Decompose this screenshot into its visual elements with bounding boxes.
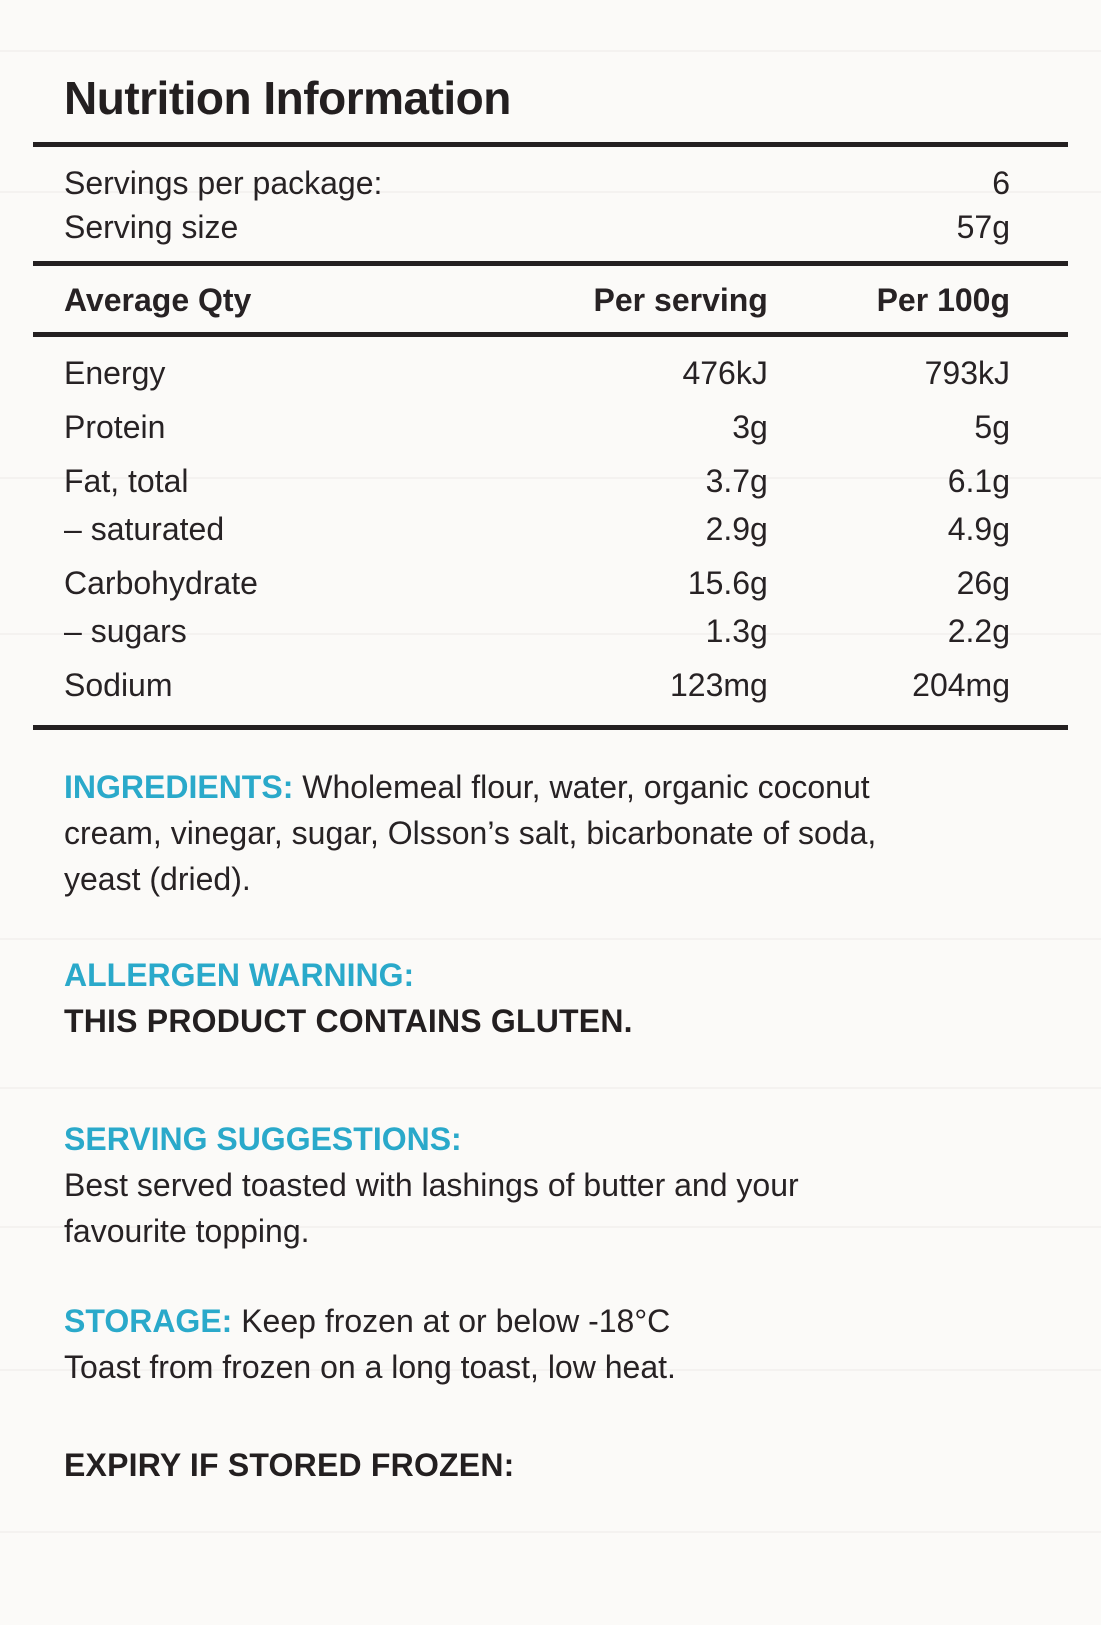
texture-line bbox=[0, 633, 1101, 635]
col-header-average-qty: Average Qty bbox=[64, 281, 252, 318]
per-serving-value: 1.3g bbox=[705, 612, 768, 649]
expiry-heading: EXPIRY IF STORED FROZEN: bbox=[64, 1446, 515, 1483]
nutrient-name: Fat, total bbox=[64, 462, 189, 499]
ingredients-text: Wholemeal flour, water, organic coconut … bbox=[64, 768, 877, 897]
nutrition-table-body: Energy 476kJ 793kJ Protein 3g 5g Fat, to… bbox=[33, 337, 1068, 725]
storage-text: Keep frozen at or below -18°C bbox=[241, 1302, 671, 1339]
serving-size-label: Serving size bbox=[64, 208, 239, 245]
divider bbox=[33, 141, 1068, 147]
servings-per-package-value: 6 bbox=[992, 164, 1010, 201]
per-serving-value: 3.7g bbox=[705, 462, 768, 499]
per-100g-value: 793kJ bbox=[924, 354, 1010, 391]
nutrient-name: – sugars bbox=[64, 612, 187, 649]
allergen-heading: ALLERGEN WARNING: bbox=[64, 956, 415, 993]
ingredients-section: INGREDIENTS: Wholemeal flour, water, org… bbox=[64, 764, 909, 902]
per-serving-value: 2.9g bbox=[705, 510, 768, 547]
nutrient-row-sugars: – sugars 1.3g 2.2g bbox=[33, 601, 1068, 649]
per-100g-value: 26g bbox=[956, 564, 1010, 601]
col-header-per-100g: Per 100g bbox=[876, 281, 1010, 318]
divider bbox=[33, 331, 1068, 337]
texture-line bbox=[0, 1087, 1101, 1089]
nutrient-row-protein: Protein 3g 5g bbox=[33, 391, 1068, 445]
per-100g-value: 5g bbox=[974, 408, 1010, 445]
per-100g-value: 2.2g bbox=[947, 612, 1010, 649]
allergen-text: THIS PRODUCT CONTAINS GLUTEN. bbox=[64, 1002, 633, 1039]
nutrient-row-energy: Energy 476kJ 793kJ bbox=[33, 337, 1068, 391]
serving-size-row: Serving size 57g bbox=[33, 203, 1068, 247]
texture-line bbox=[0, 191, 1101, 193]
serving-info: Servings per package: 6 Serving size 57g bbox=[33, 147, 1068, 261]
storage-line2: Toast from frozen on a long toast, low h… bbox=[64, 1348, 676, 1385]
serving-suggestions-heading: SERVING SUGGESTIONS: bbox=[64, 1120, 462, 1157]
per-100g-value: 4.9g bbox=[947, 510, 1010, 547]
nutrient-row-saturated: – saturated 2.9g 4.9g bbox=[33, 499, 1068, 547]
texture-line bbox=[0, 1369, 1101, 1371]
serving-suggestions-section: SERVING SUGGESTIONS: Best served toasted… bbox=[64, 1116, 1037, 1254]
col-header-per-serving: Per serving bbox=[593, 281, 768, 318]
storage-line1: STORAGE: Keep frozen at or below -18°C bbox=[64, 1298, 1037, 1344]
expiry-section: EXPIRY IF STORED FROZEN: bbox=[64, 1442, 1037, 1488]
per-serving-value: 476kJ bbox=[682, 354, 768, 391]
allergen-section: ALLERGEN WARNING: THIS PRODUCT CONTAINS … bbox=[64, 952, 1037, 1044]
serving-size-value: 57g bbox=[956, 208, 1010, 245]
nutrient-row-sodium: Sodium 123mg 204mg bbox=[33, 649, 1068, 725]
table-header-row: Average Qty Per serving Per 100g bbox=[33, 266, 1068, 332]
nutrient-name: Protein bbox=[64, 408, 166, 445]
nutrient-name: Carbohydrate bbox=[64, 564, 258, 601]
nutrient-name: Sodium bbox=[64, 666, 173, 703]
texture-line bbox=[0, 477, 1101, 479]
per-serving-value: 3g bbox=[732, 408, 768, 445]
texture-line bbox=[0, 1226, 1101, 1228]
nutrient-name: Energy bbox=[64, 354, 166, 391]
serving-suggestions-text: Best served toasted with lashings of but… bbox=[64, 1166, 799, 1249]
texture-line bbox=[0, 1531, 1101, 1533]
texture-line bbox=[0, 938, 1101, 940]
per-serving-value: 15.6g bbox=[687, 564, 768, 601]
divider bbox=[33, 724, 1068, 730]
storage-section: STORAGE: Keep frozen at or below -18°C T… bbox=[64, 1298, 1037, 1390]
nutrition-table: Average Qty Per serving Per 100g bbox=[33, 266, 1068, 332]
per-100g-value: 6.1g bbox=[947, 462, 1010, 499]
ingredients-heading: INGREDIENTS: bbox=[64, 768, 294, 805]
divider bbox=[33, 260, 1068, 266]
servings-per-package-row: Servings per package: 6 bbox=[33, 159, 1068, 203]
per-serving-value: 123mg bbox=[670, 666, 768, 703]
nutrition-panel: Nutrition Information Servings per packa… bbox=[33, 72, 1068, 1488]
storage-heading: STORAGE: bbox=[64, 1302, 233, 1339]
info-sections: INGREDIENTS: Wholemeal flour, water, org… bbox=[33, 764, 1068, 1488]
nutrient-row-carbohydrate: Carbohydrate 15.6g 26g bbox=[33, 547, 1068, 601]
servings-per-package-label: Servings per package: bbox=[64, 164, 383, 201]
texture-line bbox=[0, 50, 1101, 52]
per-100g-value: 204mg bbox=[912, 666, 1010, 703]
nutrient-name: – saturated bbox=[64, 510, 225, 547]
nutrient-row-fat-total: Fat, total 3.7g 6.1g bbox=[33, 445, 1068, 499]
page-title: Nutrition Information bbox=[64, 72, 511, 124]
